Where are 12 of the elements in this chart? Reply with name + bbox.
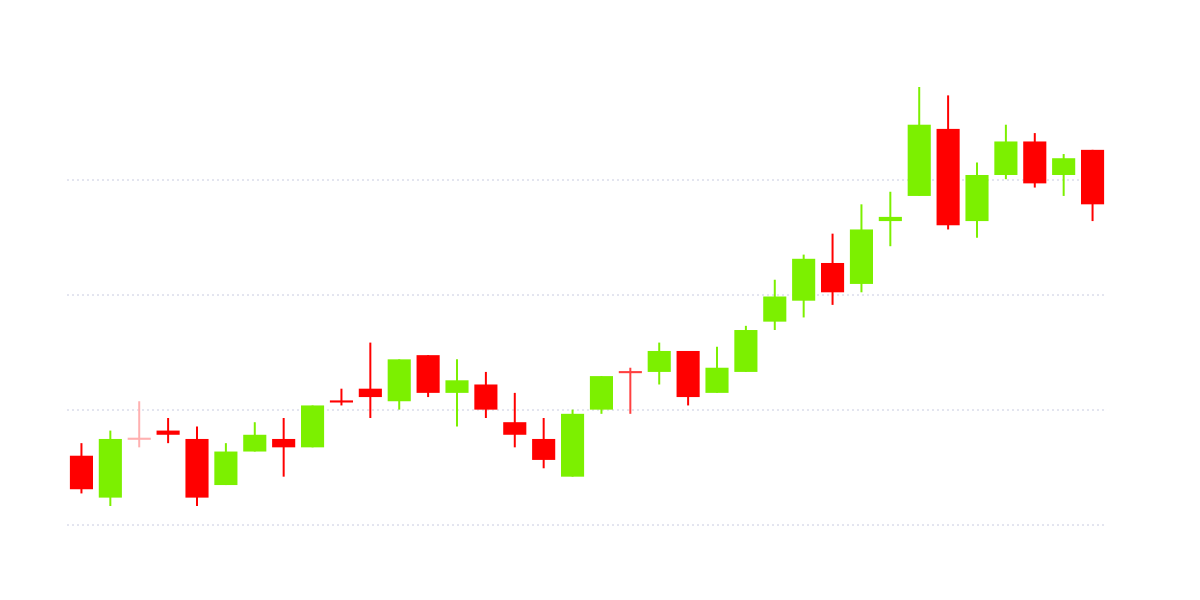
candlestick xyxy=(127,400,151,449)
candlestick xyxy=(647,341,671,386)
candlestick xyxy=(618,366,642,415)
candlestick xyxy=(1052,153,1076,197)
candlestick xyxy=(445,358,469,428)
candlestick xyxy=(243,421,267,453)
candlestick xyxy=(532,417,556,470)
candlestick xyxy=(272,417,296,478)
candlestick xyxy=(503,391,527,449)
candlestick xyxy=(156,417,180,445)
candlestick xyxy=(878,190,902,248)
candlestick xyxy=(358,341,382,420)
